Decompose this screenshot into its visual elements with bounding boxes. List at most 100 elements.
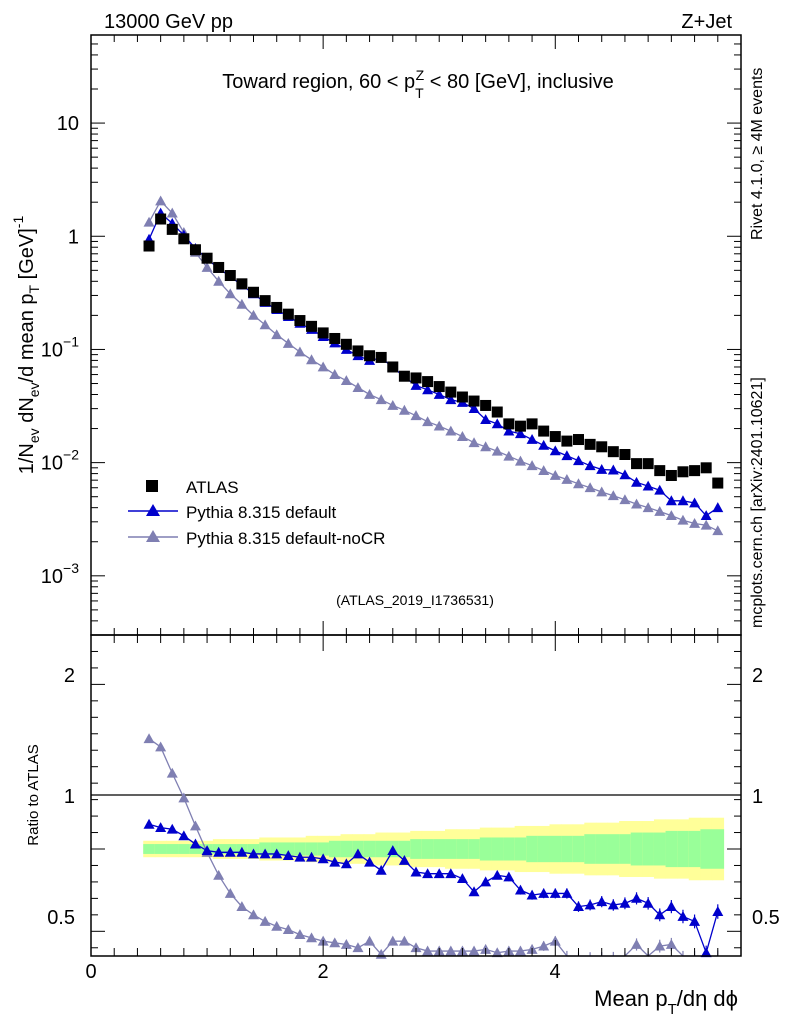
data-point-default: [491, 418, 503, 429]
data-point-atlas: [224, 270, 236, 282]
data-point-atlas: [375, 351, 387, 363]
data-point-default: [700, 510, 712, 521]
ratio-point-default: [375, 864, 387, 875]
band-inner: [711, 829, 725, 869]
data-point-nocr: [224, 288, 236, 299]
ratio-ytick-label-right-2: 2: [752, 665, 763, 687]
data-point-default: [422, 384, 434, 395]
data-point-nocr: [689, 517, 701, 528]
ratio-point-nocr: [189, 820, 201, 831]
ratio-series: [143, 733, 724, 959]
data-point-atlas: [712, 477, 724, 489]
data-point-nocr: [642, 502, 654, 513]
ratio-point-default: [514, 884, 526, 895]
data-point-atlas: [259, 295, 271, 307]
band-inner: [294, 842, 307, 856]
ratio-point-default: [503, 871, 515, 882]
ratio-point-default: [340, 858, 352, 869]
ratio-point-nocr: [398, 935, 410, 946]
data-point-atlas: [294, 315, 306, 327]
ratio-point-default: [468, 886, 480, 897]
main-y-tick-labels: 10 1 10−1 10−2 10−3: [41, 113, 79, 588]
band-inner: [445, 839, 458, 859]
ratio-point-default: [480, 876, 492, 887]
data-point-default: [538, 439, 550, 450]
data-point-atlas: [178, 233, 190, 245]
ratio-point-default: [700, 947, 712, 958]
header-right: Z+Jet: [681, 11, 732, 33]
band-inner: [595, 834, 609, 864]
data-point-default: [642, 480, 654, 491]
data-point-nocr: [213, 275, 225, 286]
ratio-point-nocr: [514, 945, 526, 956]
ratio-uncertainty-bands: [143, 817, 725, 881]
main-series: [143, 195, 724, 536]
main-ytick-label: 10: [57, 113, 79, 135]
data-point-nocr: [166, 207, 178, 218]
data-point-atlas: [352, 345, 364, 357]
data-point-atlas: [456, 391, 468, 403]
band-inner: [537, 835, 550, 863]
data-point-nocr: [398, 404, 410, 415]
data-point-nocr: [155, 195, 167, 206]
data-point-nocr: [596, 486, 608, 497]
ratio-point-nocr: [329, 937, 341, 948]
data-point-atlas: [619, 448, 631, 460]
data-point-nocr: [700, 519, 712, 530]
data-point-default: [619, 469, 631, 480]
data-point-default: [596, 463, 608, 474]
band-inner: [526, 835, 539, 863]
band-inner: [514, 837, 527, 861]
ratio-point-default: [294, 851, 306, 862]
data-point-atlas: [248, 286, 259, 298]
data-point-atlas: [538, 425, 550, 437]
ratio-point-default: [607, 899, 619, 910]
main-y-axis-label: 1/Nev dNev/d mean pT [GeV]-1: [10, 216, 42, 475]
main-axis-ticks: [90, 34, 742, 636]
data-point-nocr: [282, 337, 294, 348]
data-point-atlas: [665, 469, 677, 481]
band-inner: [572, 835, 585, 863]
band-inner: [549, 835, 562, 863]
main-plot-panel: 10 1 10−1 10−2 10−3 Toward region, 60 < pTZ …: [10, 34, 742, 636]
ratio-y-axis-label: Ratio to ATLAS: [25, 744, 42, 845]
x-axis-label: Mean pT/dη dϕ: [594, 986, 738, 1018]
data-point-default: [561, 450, 573, 461]
data-point-default: [607, 464, 619, 475]
data-point-default: [503, 425, 515, 436]
ratio-point-default: [619, 897, 631, 908]
ratio-point-default: [282, 850, 294, 860]
ratio-point-default: [317, 853, 329, 864]
data-point-atlas: [155, 213, 167, 225]
ratio-point-nocr: [410, 942, 422, 953]
data-point-atlas: [201, 252, 213, 264]
data-point-nocr: [654, 506, 666, 516]
ratio-point-nocr: [259, 915, 271, 926]
ratio-point-default: [201, 845, 213, 856]
ratio-point-nocr: [654, 940, 666, 951]
ratio-point-nocr: [538, 940, 550, 951]
ratio-axis-ticks: [90, 635, 742, 956]
ratio-point-nocr: [294, 929, 306, 939]
data-point-atlas: [491, 406, 503, 418]
data-point-nocr: [445, 425, 457, 436]
ratio-point-default: [352, 848, 364, 859]
main-ytick-label: 10−2: [41, 447, 79, 475]
ratio-point-nocr: [422, 945, 434, 956]
data-point-atlas: [445, 386, 457, 398]
band-inner: [607, 834, 620, 864]
ratio-point-default: [584, 899, 596, 910]
ratio-point-default: [456, 873, 468, 884]
ratio-point-nocr: [340, 938, 352, 949]
data-point-nocr: [236, 298, 248, 309]
data-point-default: [480, 414, 492, 424]
header-left: 13000 GeV pp: [104, 11, 233, 33]
ratio-point-nocr: [631, 938, 643, 949]
data-point-nocr: [143, 216, 155, 227]
data-point-atlas: [549, 431, 561, 443]
ratio-point-default: [259, 848, 271, 859]
legend-marker-nocr: [146, 530, 160, 542]
data-point-nocr: [294, 346, 306, 357]
ratio-point-default: [596, 896, 608, 907]
